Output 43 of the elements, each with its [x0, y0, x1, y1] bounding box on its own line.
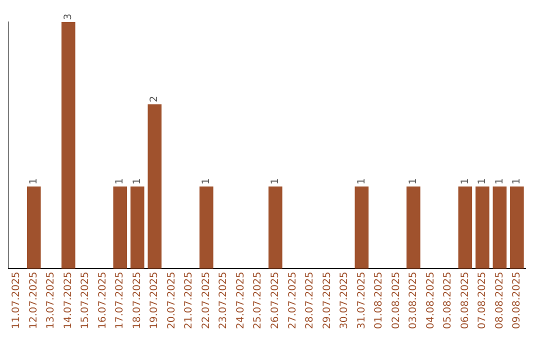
- data-label: 1: [132, 178, 143, 184]
- x-tick-label: 05.08.2025: [442, 272, 454, 330]
- x-tick-label: 08.08.2025: [494, 272, 506, 330]
- x-tick-label: 21.07.2025: [184, 272, 195, 330]
- data-label: 1: [460, 178, 471, 184]
- x-tick-label: 04.08.2025: [425, 272, 436, 330]
- x-tick-label: 25.07.2025: [252, 272, 264, 330]
- x-tick-label: 26.07.2025: [270, 272, 281, 330]
- data-label: 1: [494, 178, 506, 184]
- x-tick-label: 23.07.2025: [218, 272, 230, 330]
- x-tick-label: 06.08.2025: [460, 272, 471, 330]
- data-label: 1: [512, 178, 523, 184]
- data-label: 3: [62, 14, 74, 20]
- x-tick-label: 03.08.2025: [408, 272, 420, 330]
- data-label: 1: [408, 178, 420, 184]
- x-tick-label: 15.07.2025: [80, 272, 92, 330]
- data-label: 1: [28, 178, 40, 184]
- x-tick-label: 13.07.2025: [46, 272, 57, 330]
- data-label: 1: [356, 178, 368, 184]
- x-tick-label: 17.07.2025: [114, 272, 126, 330]
- x-tick-label: 07.08.2025: [477, 272, 488, 330]
- data-label: 1: [200, 178, 212, 184]
- x-tick-label: 20.07.2025: [166, 272, 178, 330]
- x-tick-label: 11.07.2025: [11, 272, 22, 330]
- data-label: 1: [477, 178, 488, 184]
- x-tick-label: 30.07.2025: [339, 272, 350, 330]
- x-tick-label: 27.07.2025: [287, 272, 298, 330]
- data-label: 1: [114, 178, 126, 184]
- x-tick-label: 28.07.2025: [304, 272, 316, 330]
- x-tick-label: 09.08.2025: [512, 272, 523, 330]
- x-tick-label: 16.07.2025: [97, 272, 108, 330]
- x-tick-label: 19.07.2025: [149, 272, 160, 330]
- x-tick-label: 22.07.2025: [200, 272, 212, 330]
- x-tick-label: 24.07.2025: [235, 272, 246, 330]
- data-label: 1: [270, 178, 281, 184]
- x-tick-label: 31.07.2025: [356, 272, 368, 330]
- x-tick-label: 14.07.2025: [62, 272, 74, 330]
- x-tick-label: 29.07.2025: [322, 272, 333, 330]
- data-label: 2: [149, 96, 160, 102]
- x-tick-label: 12.07.2025: [28, 272, 40, 330]
- x-tick-label: 18.07.2025: [132, 272, 143, 330]
- x-tick-label: 01.08.2025: [374, 272, 385, 330]
- x-tick-label: 02.08.2025: [390, 272, 402, 330]
